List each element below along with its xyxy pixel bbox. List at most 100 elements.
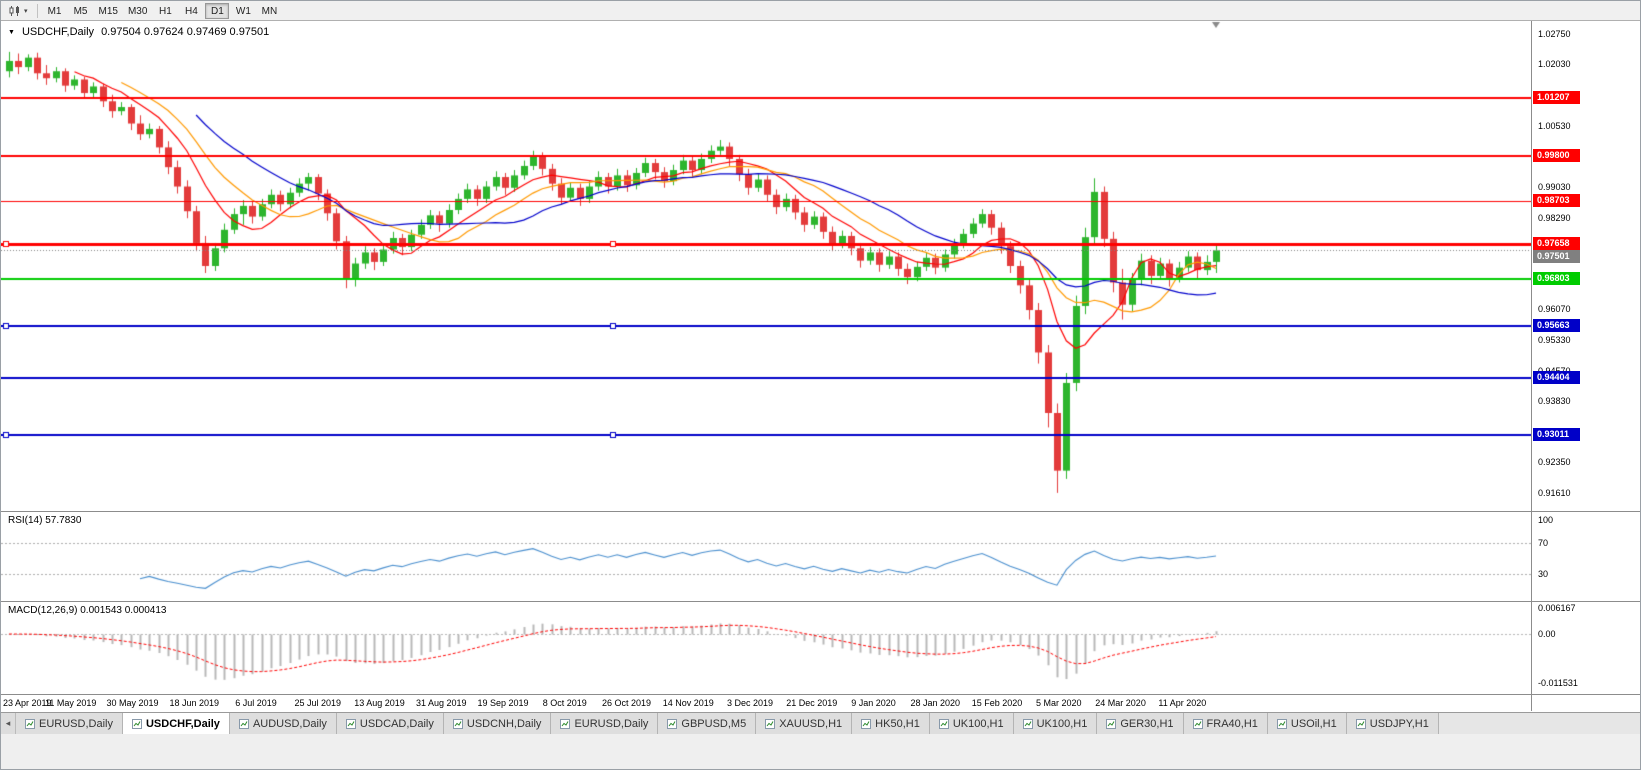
rsi-indicator-pane[interactable]: RSI(14) 57.7830 (1, 512, 1531, 601)
chart-tab-usdjpy-h1[interactable]: USDJPY,H1 (1346, 713, 1439, 734)
price-line-label: 0.93011 (1533, 428, 1580, 442)
pane-splitter[interactable] (1, 601, 1640, 602)
current-price-label: 0.97501 (1533, 249, 1580, 263)
mini-chart-icon (1022, 718, 1033, 729)
macd-indicator-pane[interactable]: MACD(12,26,9) 0.001543 0.000413 (1, 602, 1531, 694)
mini-chart-icon (667, 718, 678, 729)
timeframe-button-m1[interactable]: M1 (47, 5, 62, 17)
date-tick: 25 Jul 2019 (294, 698, 342, 708)
date-tick: 30 May 2019 (106, 698, 159, 708)
chart-tab-xauusd-h1[interactable]: XAUUSD,H1 (756, 713, 853, 734)
chart-tab-fra40-h1[interactable]: FRA40,H1 (1183, 713, 1268, 734)
tab-scroll-left-button[interactable]: ◂ (1, 713, 16, 734)
price-line-label: 0.99800 (1533, 148, 1580, 162)
macd-tick: 0.006167 (1538, 602, 1576, 613)
mini-chart-icon (765, 718, 776, 729)
macd-tick: 0.00 (1538, 629, 1556, 639)
mini-chart-icon (131, 718, 142, 729)
chart-tab-usdchf-daily[interactable]: USDCHF,Daily (122, 713, 230, 734)
timeframe-button-m15[interactable]: M15 (98, 5, 118, 17)
mini-chart-icon (238, 718, 249, 729)
price-line-label: 1.01207 (1533, 90, 1580, 104)
price-tick: 0.93830 (1538, 396, 1571, 407)
price-tick: 0.92350 (1538, 457, 1571, 468)
mini-chart-icon (938, 718, 949, 729)
macd-label: MACD(12,26,9) 0.001543 0.000413 (8, 605, 167, 616)
mini-chart-icon (25, 718, 35, 729)
price-chart-canvas[interactable] (1, 21, 1531, 511)
toolbar-separator (36, 3, 38, 18)
mini-chart-icon (452, 718, 463, 729)
price-line-label: 0.95663 (1533, 318, 1580, 332)
symbol-name: USDCHF,Daily (21, 26, 95, 38)
timeframe-button-mn[interactable]: MN (261, 5, 278, 17)
date-tick: 15 Feb 2020 (971, 698, 1023, 708)
chart-tab-eurusd-daily[interactable]: EURUSD,Daily (551, 713, 659, 734)
date-axis[interactable]: 23 Apr 2019 11 May 2019 30 May 2019 18 Jun … (1, 695, 1531, 711)
timeframe-button-w1[interactable]: W1 (235, 5, 251, 17)
mini-chart-icon (1355, 718, 1366, 729)
chart-tab-usdcnh-daily[interactable]: USDCNH,Daily (443, 713, 552, 734)
mini-chart-icon (1192, 718, 1203, 729)
date-tick: 6 Jul 2019 (235, 698, 277, 708)
rsi-canvas[interactable] (1, 512, 1531, 601)
main-chart-pane[interactable]: ▼ USDCHF,Daily 0.97504 0.97624 0.97469 0… (1, 21, 1531, 511)
chart-tabs: EURUSD,Daily USDCHF,Daily AUDUSD,Daily USDC… (16, 713, 1439, 734)
date-tick: 11 May 2019 (45, 698, 97, 708)
chart-tab-ger30-h1[interactable]: GER30,H1 (1097, 713, 1184, 734)
date-tick: 11 Apr 2020 (1158, 698, 1207, 708)
price-line-label: 0.98703 (1533, 193, 1580, 207)
timeframe-button-d1[interactable]: D1 (205, 2, 230, 19)
rsi-label: RSI(14) 57.7830 (8, 515, 82, 526)
price-axis[interactable]: 1.02750 1.02030 1.00530 0.99030 0.98290 0.960… (1531, 21, 1640, 711)
date-tick: 3 Dec 2019 (727, 698, 774, 708)
date-tick: 18 Jun 2019 (169, 698, 220, 708)
price-tick: 0.95330 (1538, 334, 1571, 345)
rsi-tick: 70 (1538, 538, 1549, 549)
date-tick: 26 Oct 2019 (602, 698, 652, 708)
mini-chart-icon (560, 718, 571, 729)
macd-canvas[interactable] (1, 602, 1531, 694)
price-line-label: 0.94404 (1533, 370, 1580, 384)
price-line-label: 0.97658 (1533, 236, 1580, 250)
date-tick: 28 Jan 2020 (910, 698, 961, 708)
chart-tab-uk100-h1[interactable]: UK100,H1 (929, 713, 1014, 734)
timeframe-button-m5[interactable]: M5 (73, 5, 88, 17)
timeframe-buttons: M1 M5 M15 M30 H1 H4 D1 W1 MN (43, 2, 282, 19)
chart-tab-audusd-daily[interactable]: AUDUSD,Daily (229, 713, 337, 734)
chart-type-button[interactable]: ▾ (4, 2, 32, 20)
symbol-marker-icon[interactable]: ▼ (8, 28, 15, 36)
chart-tab-usoil-h1[interactable]: USOil,H1 (1267, 713, 1347, 734)
pane-divider (1, 694, 1640, 695)
chart-tab-hk50-h1[interactable]: HK50,H1 (852, 713, 930, 734)
chart-tab-bar: ◂ EURUSD,Daily USDCHF,Daily AUDUSD,Daily US… (1, 712, 1640, 734)
timeframe-toolbar: ▾ M1 M5 M15 M30 H1 H4 D1 W1 MN (1, 1, 1640, 21)
price-line-label: 0.96803 (1533, 272, 1580, 286)
timeframe-button-h1[interactable]: H1 (159, 5, 172, 17)
timeframe-button-h4[interactable]: H4 (185, 5, 198, 17)
date-tick: 14 Nov 2019 (662, 698, 714, 708)
window-bottom-area (1, 734, 1640, 769)
chart-tab-usdcad-daily[interactable]: USDCAD,Daily (336, 713, 444, 734)
pane-splitter[interactable] (1, 511, 1640, 512)
date-tick: 5 Mar 2020 (1036, 698, 1082, 708)
price-tick: 1.02750 (1538, 29, 1571, 40)
mini-chart-icon (1276, 718, 1287, 729)
chevron-down-icon: ▾ (24, 7, 28, 15)
price-tick: 0.96070 (1538, 304, 1571, 315)
mini-chart-icon (345, 718, 356, 729)
chart-tab-gbpusd-m5[interactable]: GBPUSD,M5 (658, 713, 757, 734)
chart-tab-uk100-h1[interactable]: UK100,H1 (1013, 713, 1098, 734)
candlestick-chart-icon (9, 5, 19, 16)
date-tick: 8 Oct 2019 (542, 698, 587, 708)
ohlc-values: 0.97504 0.97624 0.97469 0.97501 (101, 26, 270, 38)
price-tick: 0.98290 (1538, 212, 1571, 223)
price-tick: 0.99030 (1538, 182, 1571, 193)
date-tick: 24 Mar 2020 (1095, 698, 1146, 708)
rsi-tick: 30 (1538, 568, 1549, 579)
chart-tab-eurusd-daily[interactable]: EURUSD,Daily (16, 713, 123, 734)
timeframe-button-m30[interactable]: M30 (127, 5, 148, 17)
date-tick: 9 Jan 2020 (851, 698, 896, 708)
date-tick: 13 Aug 2019 (354, 698, 405, 708)
price-tick: 1.00530 (1538, 120, 1571, 131)
